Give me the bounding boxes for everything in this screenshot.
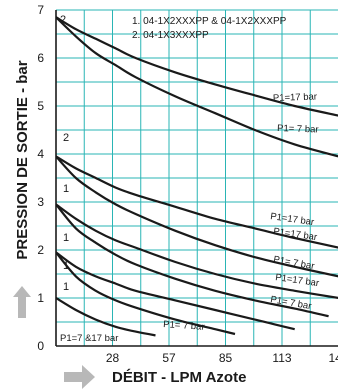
legend-note: 1. 04-1X2XXXPP & 04-1X2XXXPP bbox=[132, 16, 287, 27]
y-tick-label: 4 bbox=[37, 147, 44, 161]
curve-marker: 1 bbox=[63, 281, 69, 293]
x-tick-label: 57 bbox=[162, 351, 176, 365]
up-arrow-icon bbox=[13, 286, 31, 318]
series-line bbox=[56, 251, 236, 336]
series-line bbox=[56, 297, 156, 337]
curve-marker: 2 bbox=[60, 14, 66, 26]
x-tick-label: 113 bbox=[272, 351, 291, 365]
x-tick-label: 142 bbox=[328, 351, 338, 365]
y-tick-label: 0 bbox=[37, 339, 44, 353]
curve-marker: 2 bbox=[63, 132, 69, 144]
x-axis-title: DÉBIT - LPM Azote bbox=[112, 369, 246, 386]
right-arrow-icon bbox=[64, 365, 95, 389]
legend-note: 2. 04-1X3XXXPP bbox=[132, 30, 209, 41]
series-line bbox=[56, 251, 295, 331]
grid bbox=[55, 9, 338, 347]
curve-marker: 1 bbox=[63, 232, 69, 244]
y-tick-label: 7 bbox=[37, 3, 44, 17]
y-tick-label: 5 bbox=[37, 99, 44, 113]
series-line bbox=[56, 203, 338, 300]
y-tick-label: 6 bbox=[37, 51, 44, 65]
x-tick-label: 85 bbox=[219, 351, 233, 365]
curve-label: P1= 7 bar bbox=[269, 294, 312, 312]
y-tick-label: 3 bbox=[37, 195, 44, 209]
series-line bbox=[56, 203, 329, 318]
curve-marker: 1 bbox=[63, 260, 69, 272]
y-axis-title: PRESSION DE SORTIE - bar bbox=[14, 60, 31, 259]
curve-label: P1=17 bar bbox=[273, 91, 317, 104]
curve-label: P1= 7 bar bbox=[272, 254, 315, 272]
series-line bbox=[56, 16, 338, 158]
y-tick-label: 1 bbox=[37, 291, 44, 305]
curve-label: P1=17 bar bbox=[273, 226, 318, 243]
y-tick-label: 2 bbox=[37, 243, 44, 257]
x-tick-label: 28 bbox=[106, 351, 120, 365]
curve-label: P1= 7 bar bbox=[163, 319, 205, 333]
curve-label: P1=17 bar bbox=[275, 272, 320, 289]
series-line bbox=[56, 155, 338, 278]
series-curves bbox=[56, 16, 338, 337]
curve-label: P1= 7 bar bbox=[277, 123, 319, 135]
series-line bbox=[56, 155, 338, 249]
series-line bbox=[56, 16, 338, 117]
curve-marker: 1 bbox=[63, 183, 69, 195]
curve-label: P1=7 &17 bar bbox=[60, 333, 118, 344]
